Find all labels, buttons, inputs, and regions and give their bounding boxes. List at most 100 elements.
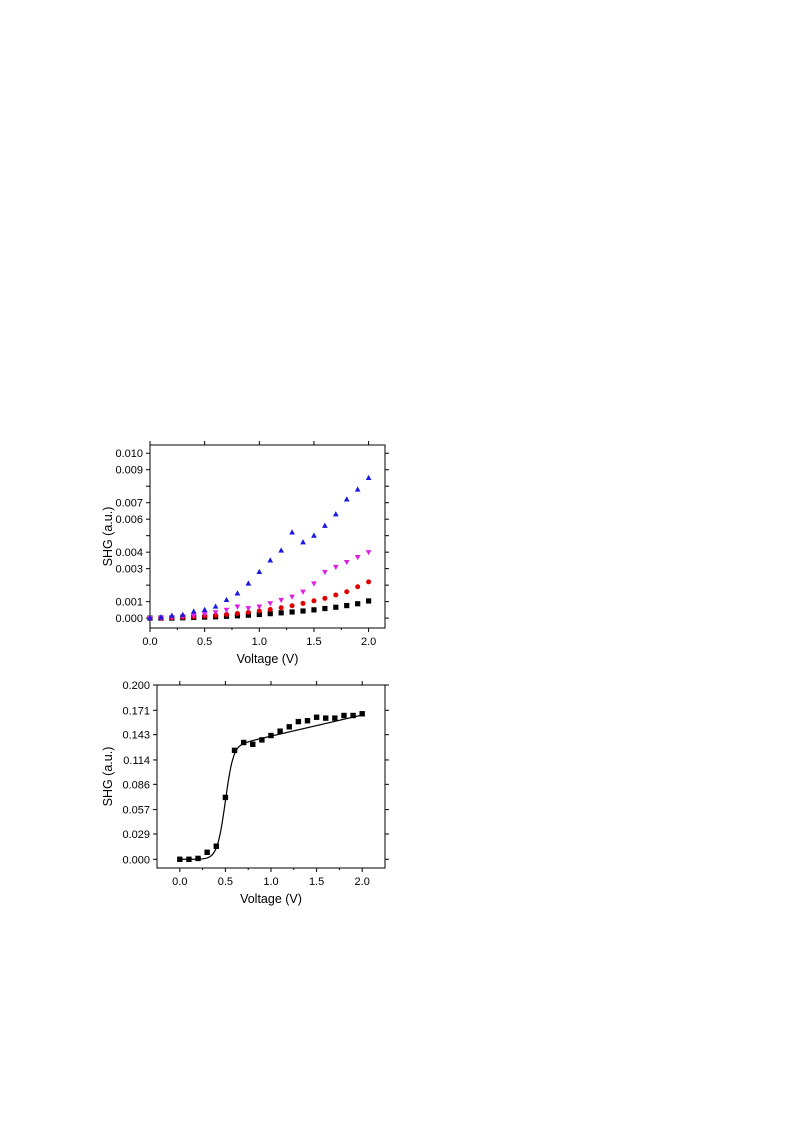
data-point-square — [295, 718, 302, 725]
data-point-circle — [245, 609, 251, 615]
x-tick-label: 0.0 — [142, 636, 157, 648]
data-point-triangle-up — [322, 522, 328, 528]
data-point-square — [177, 856, 183, 862]
data-point-triangle-up — [201, 606, 208, 612]
chart-top-shg-vs-voltage: 0.0 0.5 1.0 1.5 2.0 0.000 0.001 0.003 0.004 0.006… — [101, 441, 389, 666]
data-point-square — [322, 605, 328, 612]
y-tick-label: 0.086 — [122, 779, 150, 791]
plot-frame — [149, 444, 386, 629]
data-point-triangle-up — [267, 557, 274, 563]
data-point-triangle-up — [190, 608, 197, 614]
data-point-circle — [355, 584, 361, 590]
y-tick-label: 0.114 — [123, 755, 150, 767]
x-tick-label: 1.0 — [263, 876, 278, 888]
data-point-square — [186, 856, 192, 862]
data-point-square — [289, 609, 295, 615]
data-point-triangle-up — [147, 614, 153, 621]
data-point-triangle-down — [201, 611, 208, 618]
data-point-square — [256, 611, 262, 618]
data-point-triangle-down — [256, 604, 263, 610]
chart-bottom-shg-vs-voltage: 0.0 0.5 1.0 1.5 2.0 0.000 0.029 0.057 0.086 0.114… — [101, 680, 389, 906]
x-tick-label: 1.5 — [309, 876, 324, 888]
y-tick-label: 0.001 — [115, 597, 143, 609]
data-point-triangle-up — [311, 532, 317, 538]
series-triangle-down — [147, 550, 372, 622]
y-tick-label: 0.007 — [115, 498, 143, 510]
data-point-square — [366, 598, 372, 604]
data-point-square — [231, 747, 238, 754]
x-tick-label: 2.0 — [355, 876, 370, 888]
y-tick-label: 0.006 — [115, 514, 143, 526]
x-tick-label: 0.5 — [197, 636, 212, 648]
data-point-triangle-down — [223, 607, 230, 613]
data-point-triangle-down — [234, 604, 241, 610]
data-point-triangle-up — [169, 612, 175, 618]
data-point-triangle-down — [289, 594, 295, 600]
y-tick-label: 0.143 — [122, 730, 150, 742]
data-point-square — [259, 737, 265, 743]
data-point-triangle-up — [223, 596, 230, 603]
data-point-square — [333, 604, 339, 610]
y-tick-label: 0.000 — [122, 854, 150, 866]
x-tick-label: 1.5 — [306, 636, 321, 648]
data-point-triangle-up — [212, 603, 219, 609]
data-point-square — [222, 794, 229, 801]
data-point-triangle-up — [245, 580, 252, 586]
y-axis-title: SHG (a.u.) — [101, 747, 115, 807]
data-point-square — [286, 724, 292, 730]
data-point-triangle-up — [354, 486, 361, 492]
data-point-circle — [278, 605, 284, 611]
data-point-square — [359, 711, 365, 717]
y-tick-label: 0.004 — [115, 547, 143, 559]
y-tick-label: 0.010 — [115, 448, 143, 460]
y-tick-label: 0.029 — [122, 829, 150, 841]
data-point-triangle-down — [311, 581, 317, 587]
data-point-square — [240, 739, 247, 746]
data-point-triangle-up — [256, 568, 263, 575]
data-point-triangle-up — [289, 529, 295, 535]
data-point-square — [341, 712, 347, 719]
x-axis-title: Voltage (V) — [240, 892, 302, 906]
x-tick-label: 0.0 — [172, 876, 187, 888]
series-triangle-up — [147, 474, 372, 621]
data-point-square — [267, 611, 273, 617]
data-point-triangle-down — [267, 601, 274, 607]
data-point-square — [195, 855, 201, 862]
data-point-triangle-down — [332, 564, 339, 571]
data-point-triangle-up — [365, 474, 372, 481]
data-point-square — [213, 843, 219, 849]
x-tick-label: 1.0 — [252, 636, 267, 648]
data-point-square — [311, 607, 317, 613]
data-point-triangle-down — [278, 597, 285, 604]
data-point-circle — [256, 608, 262, 614]
y-tick-label: 0.003 — [115, 564, 143, 576]
data-point-square — [323, 715, 329, 721]
data-point-square — [313, 714, 320, 720]
y-tick-label: 0.057 — [122, 805, 150, 817]
data-point-square — [355, 601, 361, 607]
y-tick-label: 0.009 — [115, 465, 143, 477]
data-point-triangle-down — [190, 613, 197, 619]
y-tick-label: 0.000 — [115, 613, 143, 625]
data-point-circle — [366, 579, 372, 585]
data-point-triangle-up — [234, 590, 241, 596]
data-point-square — [245, 612, 251, 618]
data-point-triangle-down — [343, 559, 350, 566]
data-point-triangle-up — [300, 539, 306, 545]
data-point-square — [332, 715, 338, 721]
x-axis-title: Voltage (V) — [237, 652, 299, 666]
data-point-square — [278, 610, 284, 616]
plot-frame — [156, 684, 386, 869]
data-point-triangle-down — [354, 555, 361, 561]
data-point-triangle-down — [212, 610, 219, 616]
data-point-circle — [311, 598, 317, 604]
data-point-circle — [322, 595, 328, 601]
data-point-triangle-up — [158, 614, 164, 620]
data-point-circle — [344, 589, 350, 595]
data-point-triangle-down — [245, 606, 252, 612]
data-point-circle — [300, 600, 306, 606]
y-axis-title: SHG (a.u.) — [101, 507, 115, 567]
data-point-square — [300, 608, 306, 614]
data-point-square — [250, 741, 256, 747]
data-point-square — [204, 849, 210, 856]
